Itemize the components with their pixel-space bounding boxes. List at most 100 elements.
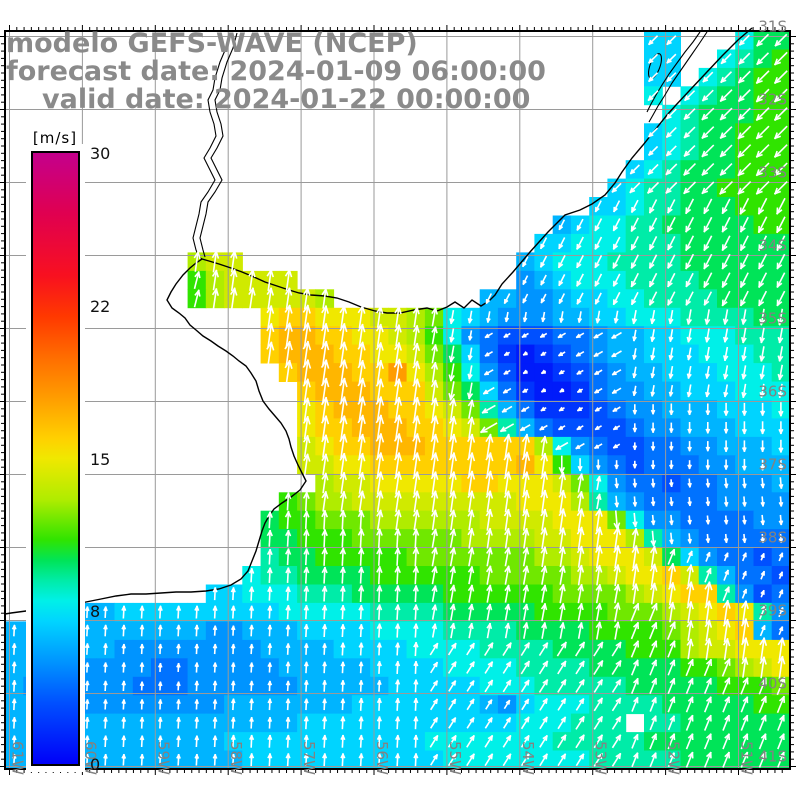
wind-arrow (595, 621, 603, 640)
wind-arrow (430, 509, 439, 531)
wind-arrow (649, 752, 657, 768)
wind-arrow (302, 322, 312, 349)
wind-arrow (704, 637, 713, 661)
wind-arrow (740, 751, 749, 768)
wind-arrow (557, 255, 566, 269)
wind-arrow (774, 33, 788, 47)
wind-arrow (139, 681, 145, 691)
wind-arrow (778, 514, 784, 526)
wind-arrow (611, 715, 622, 730)
wind-arrow (595, 602, 603, 622)
wind-arrow (594, 526, 603, 550)
wind-arrow (759, 656, 767, 679)
lat-label: 39S (758, 602, 787, 620)
wind-arrow (705, 533, 711, 544)
wind-arrow (394, 547, 401, 566)
wind-arrow (631, 733, 639, 749)
wind-arrow (322, 643, 327, 655)
wind-arrow (229, 287, 238, 310)
wind-arrow (139, 735, 145, 748)
wind-arrow (266, 268, 274, 292)
wind-arrow (502, 661, 512, 674)
colorbar-tick-label: 22 (90, 296, 111, 316)
wind-arrow (522, 565, 530, 585)
wind-arrow (665, 145, 677, 157)
lon-label: 59W (154, 741, 172, 775)
wind-arrow (412, 528, 420, 549)
wind-arrow (701, 144, 715, 158)
wind-arrow (719, 180, 734, 195)
wind-arrow (376, 509, 384, 531)
wind-arrow (303, 566, 310, 584)
wind-arrow (760, 589, 765, 598)
wind-arrow (358, 716, 364, 730)
wind-arrow (157, 624, 163, 637)
wind-arrow (613, 564, 621, 587)
wind-arrow (630, 199, 639, 213)
wind-arrow (755, 180, 770, 195)
wind-arrow (448, 717, 457, 729)
wind-arrow (613, 526, 622, 550)
wind-arrow (468, 330, 473, 341)
wind-arrow (339, 529, 347, 548)
wind-arrow (503, 508, 512, 531)
wind-arrow (741, 309, 747, 325)
wind-arrow (84, 643, 90, 655)
wind-arrow (466, 717, 475, 729)
wind-arrow (541, 311, 546, 323)
wind-arrow (503, 433, 512, 459)
wind-arrow (466, 642, 475, 656)
wind-arrow (686, 550, 693, 564)
wind-arrow (721, 216, 731, 233)
wind-arrow (303, 624, 309, 638)
wind-arrow (740, 714, 749, 731)
wind-arrow (704, 567, 712, 583)
wind-arrow (466, 734, 475, 748)
wind-arrow (614, 477, 620, 489)
wind-arrow (467, 310, 473, 324)
wind-arrow (595, 564, 603, 586)
wind-arrow (737, 144, 752, 158)
wind-arrow (358, 734, 364, 748)
wind-arrow (558, 425, 566, 431)
wind-arrow (302, 287, 311, 310)
wind-arrow (539, 734, 548, 748)
wind-arrow (723, 459, 729, 470)
wind-arrow (683, 162, 697, 176)
wind-arrow (466, 470, 476, 496)
wind-arrow (176, 753, 181, 766)
wind-arrow (760, 440, 765, 453)
wind-arrow (667, 752, 676, 768)
wind-arrow (669, 441, 674, 451)
wind-arrow (631, 527, 639, 549)
wind-arrow (669, 422, 674, 433)
wind-arrow (777, 346, 784, 362)
wind-arrow (612, 200, 621, 213)
wind-arrow (375, 396, 385, 423)
wind-arrow (776, 695, 786, 714)
wind-arrow (285, 548, 292, 566)
wind-arrow (705, 365, 711, 379)
wind-arrow (339, 433, 348, 459)
wind-arrow (704, 346, 711, 362)
wind-arrow (741, 327, 747, 344)
wind-arrow (668, 329, 674, 343)
wind-arrow (611, 752, 622, 767)
wind-arrow (303, 753, 309, 767)
wind-arrow (558, 583, 566, 604)
wind-arrow (393, 433, 403, 460)
wind-arrow (467, 527, 475, 549)
wind-arrow (285, 567, 292, 583)
wind-arrow (522, 275, 529, 286)
wind-arrow (412, 396, 421, 422)
wind-arrow (11, 716, 17, 729)
wind-arrow (357, 471, 366, 494)
wind-arrow (540, 565, 548, 585)
wind-arrow (520, 753, 530, 767)
wind-arrow (522, 527, 530, 549)
wind-arrow (594, 236, 603, 250)
wind-arrow (484, 679, 494, 693)
wind-arrow (522, 388, 529, 394)
wind-arrow (613, 583, 621, 604)
